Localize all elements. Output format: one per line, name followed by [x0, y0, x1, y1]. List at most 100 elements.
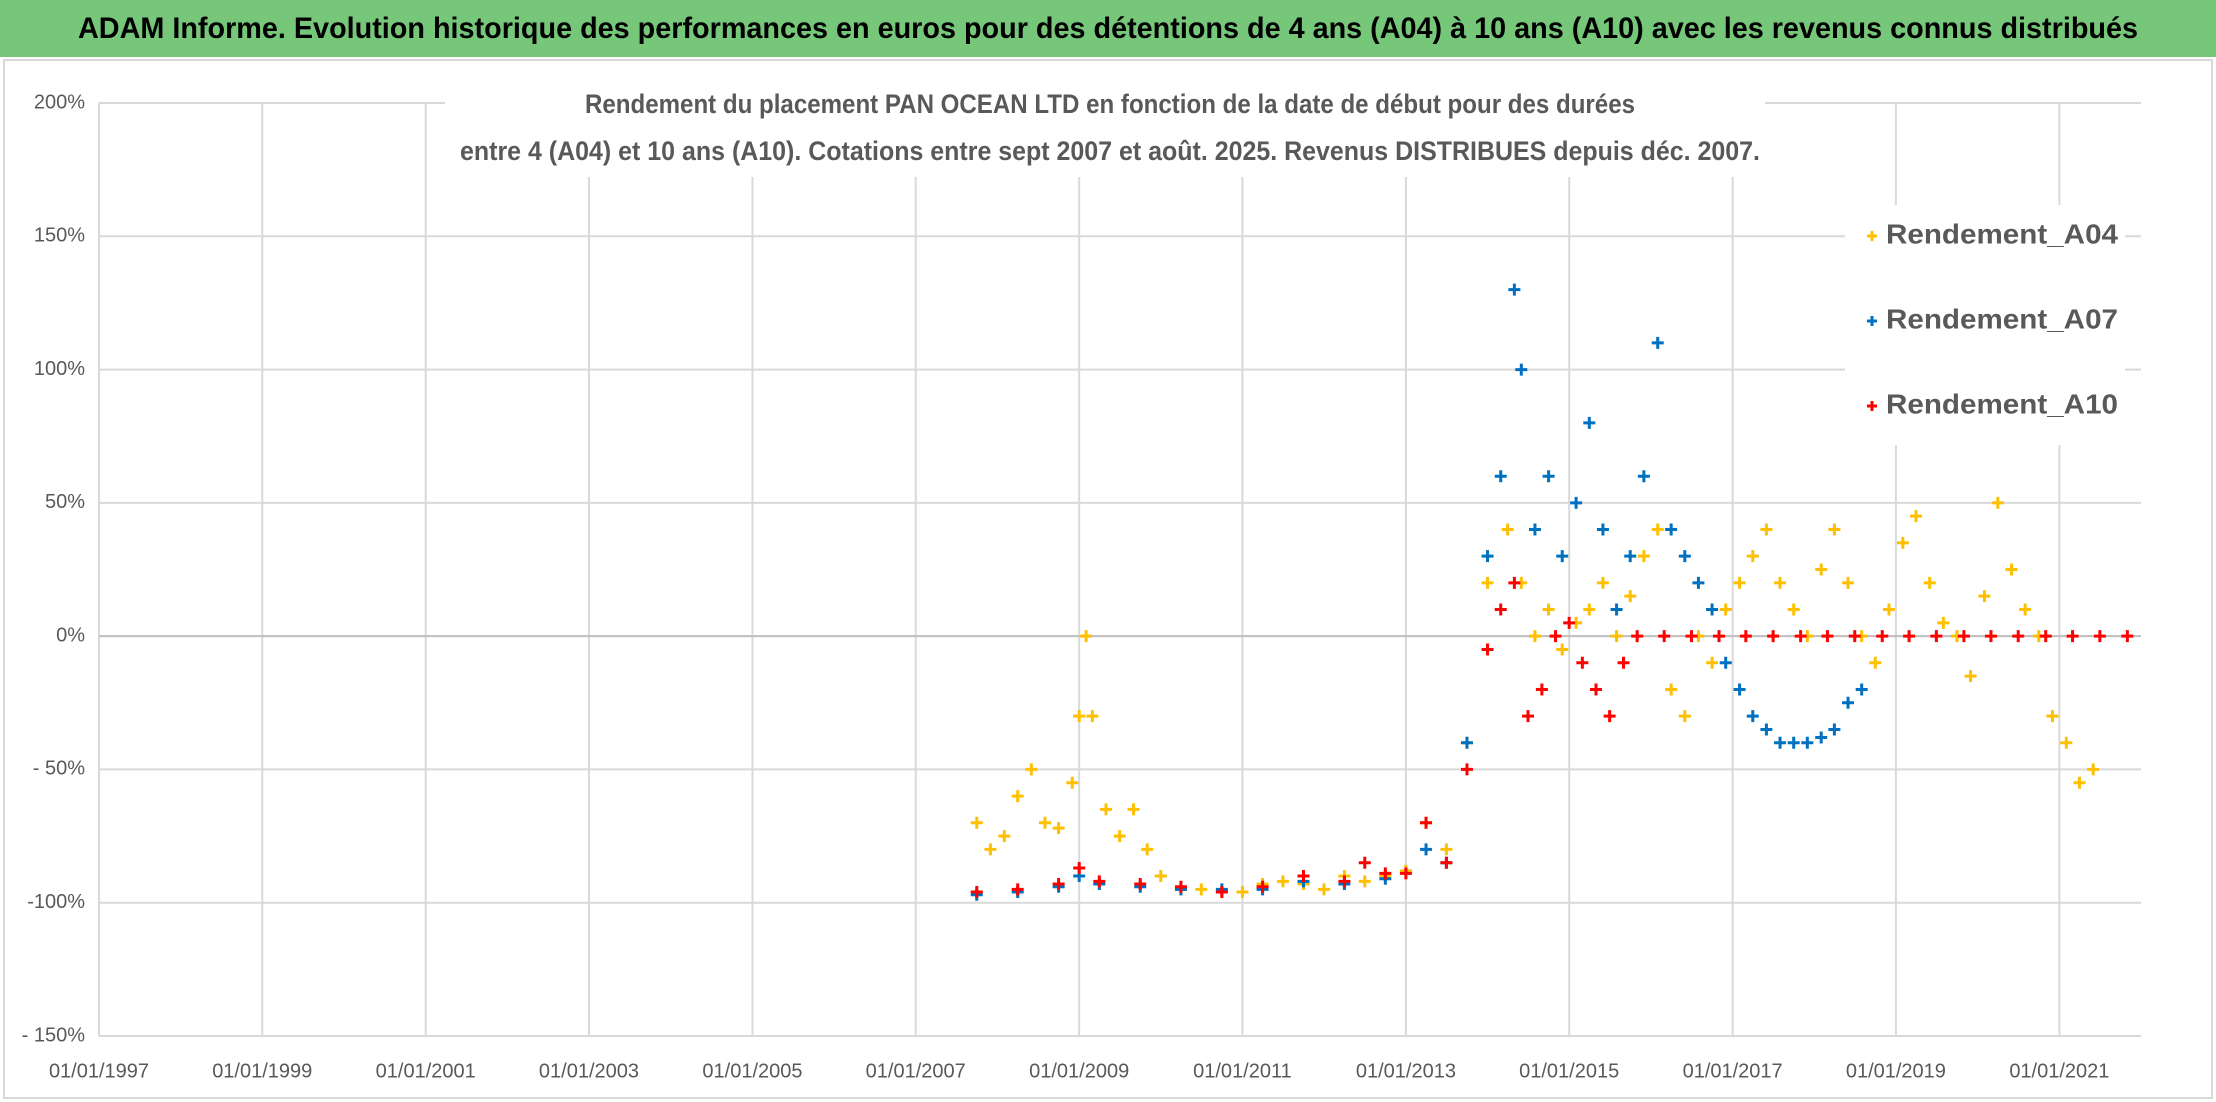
- legend-marker: [1867, 316, 1877, 326]
- scatter-point: [1869, 656, 1882, 669]
- scatter-point: [1665, 523, 1678, 536]
- scatter-point: [1930, 630, 1943, 643]
- scatter-point: [1494, 603, 1507, 616]
- x-tick-label: 01/01/2011: [1193, 1060, 1292, 1082]
- scatter-point: [2087, 763, 2100, 776]
- scatter-point: [1358, 875, 1371, 888]
- scatter-point: [1733, 576, 1746, 589]
- legend-label: Rendement_A10: [1886, 388, 2118, 419]
- scatter-point: [1910, 510, 1923, 523]
- scatter-point: [1937, 616, 1950, 629]
- scatter-point: [1379, 867, 1392, 880]
- scatter-point: [1815, 731, 1828, 744]
- scatter-point: [1719, 656, 1732, 669]
- scatter-point: [1528, 630, 1541, 643]
- scatter-point: [1760, 723, 1773, 736]
- scatter-point: [1842, 576, 1855, 589]
- scatter-point: [2073, 776, 2086, 789]
- scatter-point: [2066, 630, 2079, 643]
- scatter-point: [1556, 550, 1569, 563]
- y-tick-label: -100%: [27, 891, 85, 913]
- scatter-point: [1610, 630, 1623, 643]
- y-tick-label: 50%: [45, 491, 85, 513]
- scatter-point: [1420, 816, 1433, 829]
- scatter-point: [1073, 710, 1086, 723]
- x-tick-label: 01/01/1999: [212, 1060, 312, 1082]
- scatter-point: [1876, 630, 1889, 643]
- scatter-point: [1590, 683, 1602, 696]
- legend-label: Rendement_A04: [1886, 218, 2118, 249]
- scatter-point: [1256, 880, 1269, 893]
- scatter-point: [970, 886, 983, 899]
- scatter-point: [1678, 550, 1691, 563]
- scatter-point: [1596, 576, 1609, 589]
- scatter-point: [1358, 856, 1371, 869]
- scatter-point: [1787, 603, 1800, 616]
- scatter-point: [1815, 563, 1828, 576]
- y-tick-label: 150%: [34, 225, 85, 247]
- scatter-point: [1440, 856, 1453, 869]
- scatter-point: [1984, 630, 1997, 643]
- scatter-point: [1978, 590, 1991, 603]
- scatter-point: [1127, 803, 1140, 816]
- scatter-point: [1113, 830, 1126, 843]
- scatter-point: [1631, 630, 1644, 643]
- scatter-point: [1603, 710, 1616, 723]
- scatter-point: [1481, 550, 1494, 563]
- scatter-point: [2039, 630, 2052, 643]
- scatter-point: [1508, 576, 1521, 589]
- scatter-point: [1596, 523, 1609, 536]
- scatter-point: [1787, 736, 1800, 749]
- scatter-point: [1066, 776, 1079, 789]
- scatter-point: [1848, 630, 1861, 643]
- scatter-point: [1637, 470, 1650, 483]
- legend-marker: [1867, 231, 1877, 241]
- scatter-point: [1685, 630, 1698, 643]
- scatter-point: [1501, 523, 1514, 536]
- scatter-point: [970, 816, 983, 829]
- x-tick-label: 01/01/2019: [1846, 1060, 1946, 1082]
- scatter-point: [2060, 736, 2073, 749]
- scatter-point: [1583, 416, 1596, 429]
- scatter-point: [1494, 470, 1507, 483]
- scatter-point: [1855, 683, 1868, 696]
- scatter-point: [1052, 822, 1065, 835]
- scatter-point: [1706, 603, 1719, 616]
- x-tick-label: 01/01/2013: [1356, 1060, 1456, 1082]
- scatter-point: [1882, 603, 1895, 616]
- x-tick-label: 01/01/1997: [49, 1060, 149, 1082]
- scatter-point: [1236, 886, 1249, 899]
- x-tick-label: 01/01/2015: [1519, 1060, 1619, 1082]
- scatter-point: [1610, 603, 1623, 616]
- scatter-point: [1134, 878, 1147, 891]
- scatter-point: [1460, 736, 1473, 749]
- chart-title: entre 4 (A04) et 10 ans (A10). Cotations…: [460, 136, 1760, 166]
- scatter-point: [1154, 870, 1167, 883]
- y-tick-label: - 50%: [33, 758, 85, 780]
- scatter-point: [1481, 643, 1494, 656]
- scatter-point: [2005, 563, 2018, 576]
- scatter-point: [1957, 630, 1970, 643]
- x-tick-label: 01/01/2017: [1683, 1060, 1783, 1082]
- scatter-point: [1556, 643, 1569, 656]
- scatter-point: [1086, 710, 1099, 723]
- scatter-point: [2046, 710, 2059, 723]
- scatter-point: [1522, 710, 1535, 723]
- x-tick-label: 01/01/2007: [866, 1060, 966, 1082]
- scatter-point: [1038, 816, 1051, 829]
- scatter-point: [1576, 656, 1589, 669]
- scatter-point: [1025, 763, 1038, 776]
- scatter-point: [1215, 886, 1228, 899]
- scatter-point: [1821, 630, 1834, 643]
- x-tick-label: 01/01/2009: [1029, 1060, 1129, 1082]
- x-tick-label: 01/01/2003: [539, 1060, 639, 1082]
- scatter-point: [1515, 363, 1528, 376]
- scatter-point: [1706, 656, 1719, 669]
- scatter-point: [1624, 590, 1637, 603]
- y-tick-label: 0%: [56, 624, 85, 646]
- scatter-point: [1739, 630, 1752, 643]
- scatter-point: [1460, 763, 1473, 776]
- scatter-point: [984, 843, 997, 856]
- scatter-point: [1733, 683, 1746, 696]
